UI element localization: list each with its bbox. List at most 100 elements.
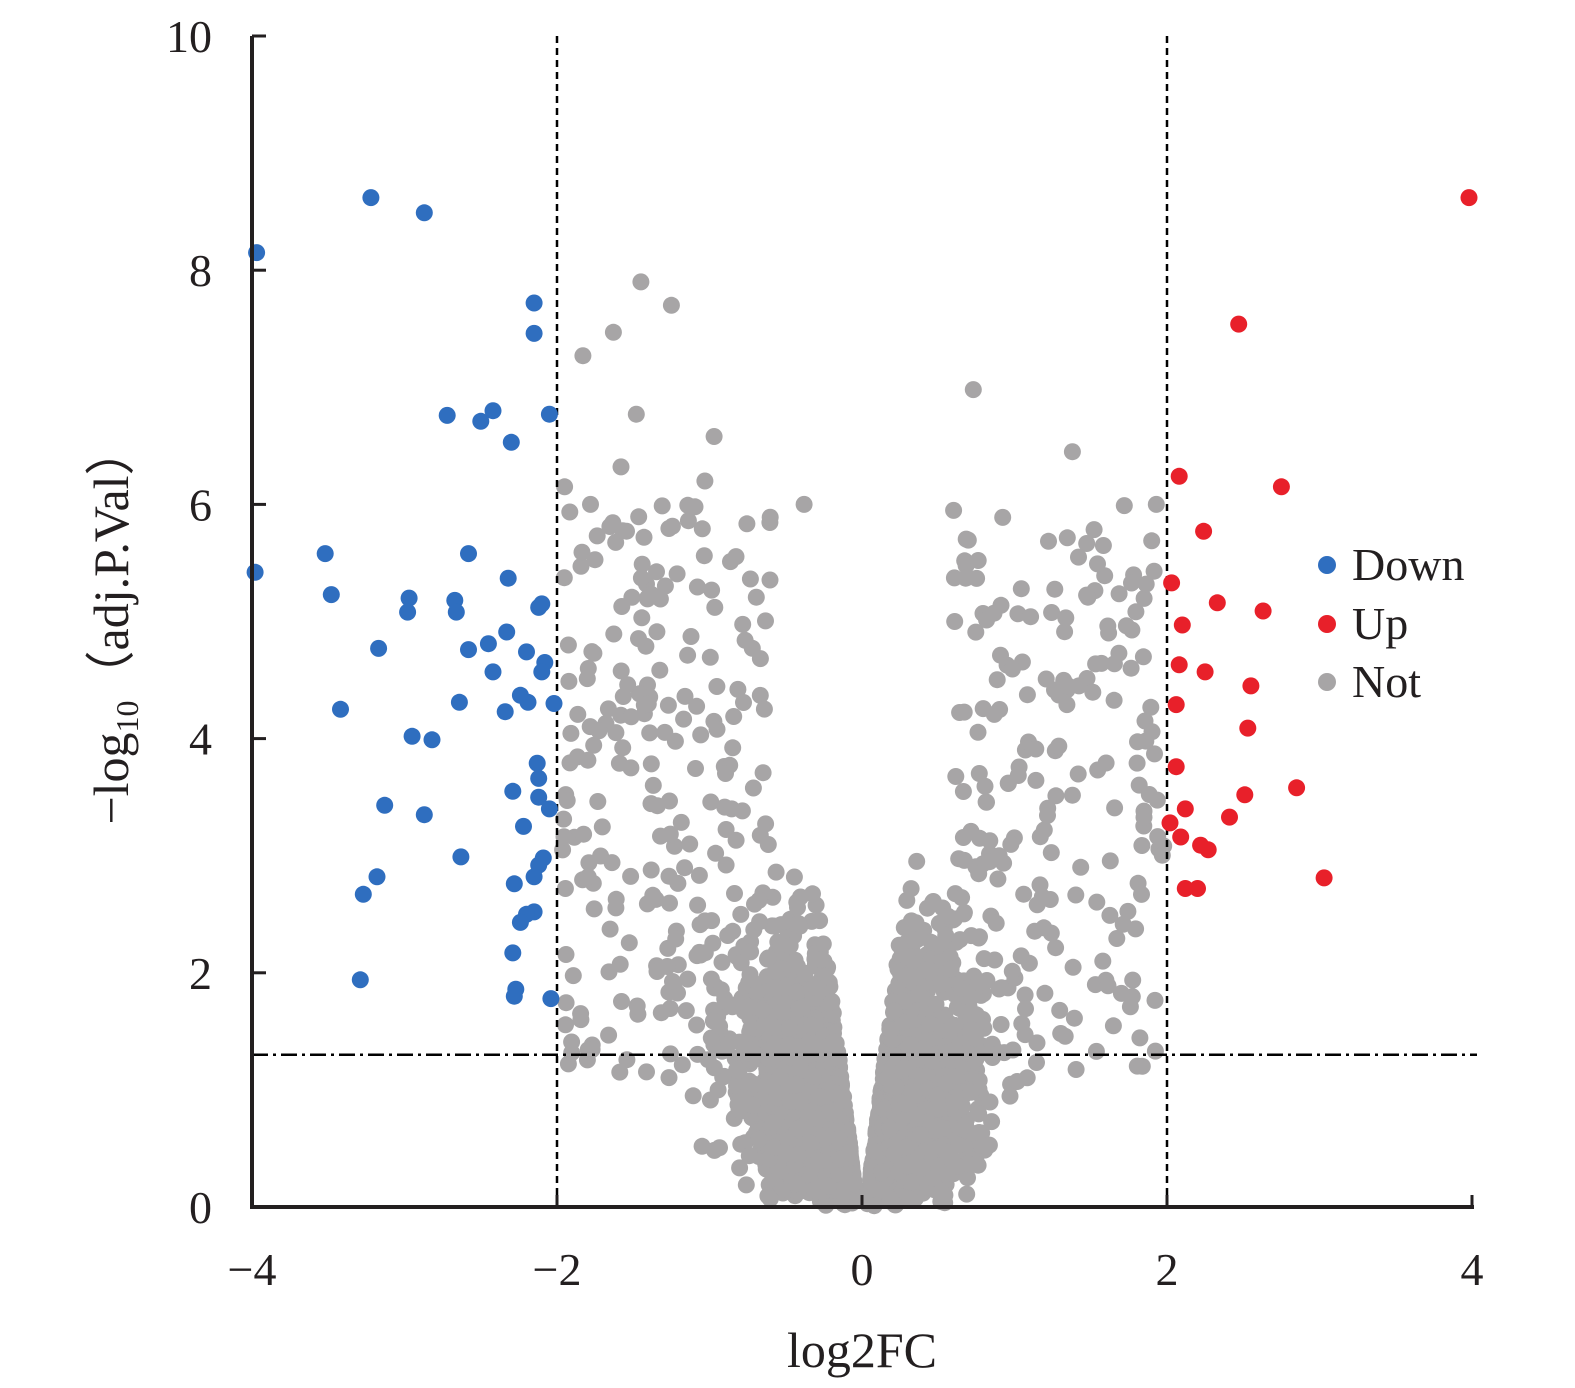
not-point — [672, 813, 690, 831]
not-point — [781, 1019, 798, 1037]
not-point — [1123, 574, 1140, 592]
not-point — [999, 775, 1017, 792]
not-point — [661, 825, 679, 843]
not-point — [1114, 915, 1132, 933]
not-point — [969, 723, 987, 741]
not-point — [789, 1120, 807, 1138]
not-point — [1078, 535, 1096, 552]
y-axis-title-subscript: 10 — [109, 700, 145, 732]
not-point — [695, 547, 713, 565]
up-point — [1221, 808, 1238, 826]
not-point — [805, 1181, 823, 1199]
not-point — [1115, 497, 1133, 515]
not-point — [632, 273, 650, 291]
not-point — [974, 700, 992, 718]
not-point — [747, 588, 765, 606]
not-point — [992, 1016, 1010, 1033]
not-point — [781, 1093, 799, 1110]
not-point — [572, 557, 590, 575]
not-point — [788, 1175, 806, 1192]
not-point — [627, 405, 645, 423]
not-point — [872, 1181, 890, 1199]
not-point — [717, 856, 735, 874]
not-point — [1063, 443, 1081, 461]
not-point — [1085, 521, 1103, 539]
not-point — [811, 912, 829, 930]
not-point — [1036, 984, 1054, 1002]
not-point — [767, 863, 785, 881]
not-point — [1002, 835, 1020, 853]
legend-label-down: Down — [1352, 539, 1464, 590]
not-point — [705, 1141, 723, 1159]
not-point — [613, 598, 631, 615]
up-point — [1173, 616, 1191, 634]
not-point — [564, 967, 582, 985]
not-point — [1092, 654, 1110, 672]
not-point — [812, 1088, 830, 1106]
not-point — [1078, 586, 1096, 604]
not-point — [879, 1070, 897, 1087]
not-point — [1124, 971, 1142, 989]
not-point — [823, 993, 841, 1010]
not-point — [1146, 1042, 1164, 1060]
not-point — [937, 1044, 955, 1062]
not-point — [661, 894, 678, 912]
not-point — [753, 1001, 771, 1019]
not-point — [1086, 976, 1104, 994]
not-point — [761, 1190, 779, 1208]
up-point — [1272, 478, 1290, 496]
not-point — [789, 899, 806, 916]
not-point — [789, 1038, 806, 1055]
x-tick-label: 2 — [1156, 1244, 1179, 1295]
not-point — [1003, 962, 1021, 980]
y-tick-label: 4 — [189, 714, 212, 765]
not-point — [885, 1002, 903, 1020]
not-point — [1117, 617, 1135, 635]
not-point — [622, 759, 640, 777]
not-point — [1108, 930, 1126, 947]
not-point — [897, 1095, 914, 1113]
down-point — [525, 294, 543, 312]
down-point — [438, 406, 456, 424]
not-point — [948, 1068, 965, 1085]
not-point — [1094, 537, 1112, 554]
not-point — [988, 671, 1006, 689]
not-point — [586, 551, 604, 569]
not-point — [725, 708, 743, 725]
not-point — [750, 1130, 768, 1148]
not-point — [648, 623, 666, 641]
not-point — [1106, 799, 1124, 817]
not-point — [726, 885, 743, 902]
not-point — [722, 553, 739, 571]
not-point — [579, 868, 597, 886]
not-point — [1018, 686, 1036, 704]
not-point — [628, 997, 646, 1015]
not-point — [1119, 902, 1137, 920]
not-point — [632, 569, 650, 587]
not-point — [994, 508, 1012, 526]
not-point — [766, 1034, 783, 1052]
not-point — [688, 697, 706, 715]
not-point — [1105, 655, 1123, 673]
not-point — [642, 795, 660, 813]
not-point — [790, 915, 808, 933]
not-point — [676, 859, 694, 877]
not-point — [692, 726, 710, 744]
not-point — [1031, 876, 1049, 894]
down-point — [502, 433, 520, 451]
not-point — [1026, 922, 1044, 940]
not-point — [789, 1146, 807, 1164]
not-point — [633, 555, 651, 573]
not-point — [908, 852, 926, 870]
legend-label-not: Not — [1352, 656, 1421, 707]
down-point — [368, 868, 386, 886]
not-point — [1133, 1057, 1151, 1075]
not-point — [912, 1126, 929, 1144]
not-point — [618, 522, 635, 540]
not-point — [652, 1004, 670, 1022]
y-axis-title-main: −log — [83, 732, 139, 824]
not-point — [1040, 532, 1057, 550]
not-point — [761, 571, 779, 589]
up-point — [1315, 869, 1333, 887]
not-point — [957, 569, 975, 587]
